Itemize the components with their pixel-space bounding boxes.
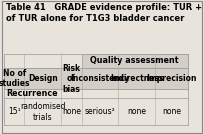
- Text: Imprecision: Imprecision: [146, 74, 197, 83]
- Text: 15¹: 15¹: [8, 107, 21, 116]
- FancyBboxPatch shape: [82, 54, 188, 68]
- Text: Design: Design: [28, 74, 58, 83]
- Text: serious²: serious²: [85, 107, 115, 116]
- Text: Inconsistency: Inconsistency: [70, 74, 130, 83]
- FancyBboxPatch shape: [118, 68, 155, 89]
- Text: Indirectness: Indirectness: [110, 74, 163, 83]
- FancyBboxPatch shape: [24, 68, 61, 89]
- Text: none: none: [62, 107, 81, 116]
- Text: none: none: [127, 107, 146, 116]
- Text: randomised
trials: randomised trials: [20, 102, 66, 122]
- Text: Table 41   GRADE evidence profile: TUR + BCG versus TUR +
of TUR alone for T1G3 : Table 41 GRADE evidence profile: TUR + B…: [6, 3, 204, 23]
- Text: No of
studies: No of studies: [0, 69, 30, 88]
- Text: none: none: [162, 107, 181, 116]
- FancyBboxPatch shape: [61, 68, 82, 89]
- FancyBboxPatch shape: [2, 1, 202, 133]
- Text: Recurrence: Recurrence: [6, 89, 58, 98]
- FancyBboxPatch shape: [155, 68, 188, 89]
- FancyBboxPatch shape: [4, 68, 24, 89]
- FancyBboxPatch shape: [82, 68, 118, 89]
- Text: Quality assessment: Quality assessment: [90, 56, 179, 66]
- Text: Risk
of
bias: Risk of bias: [62, 64, 80, 94]
